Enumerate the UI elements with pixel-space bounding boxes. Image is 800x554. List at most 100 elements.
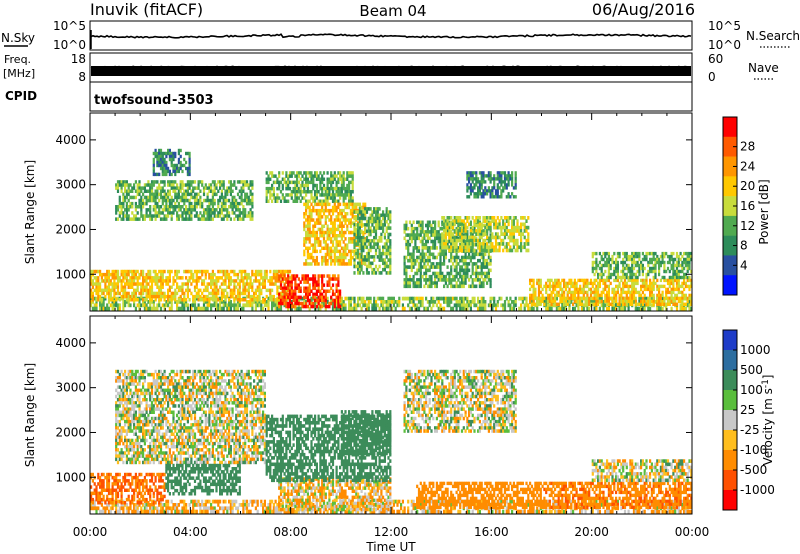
heatmap-cell — [165, 300, 168, 304]
heatmap-cell — [181, 186, 184, 190]
heatmap-cell — [432, 255, 435, 260]
heatmap-cell — [287, 186, 290, 191]
heatmap-cell — [185, 189, 188, 193]
heatmap-cell — [204, 285, 207, 289]
heatmap-cell — [647, 306, 650, 311]
heatmap-cell — [294, 277, 297, 281]
heatmap-cell — [489, 242, 492, 246]
heatmap-cell — [330, 186, 333, 191]
heatmap-cell — [335, 300, 338, 304]
heatmap-cell — [457, 303, 460, 308]
heatmap-cell — [512, 238, 515, 243]
heatmap-cell — [328, 227, 331, 232]
heatmap-cell — [333, 292, 336, 297]
heatmap-cell — [272, 186, 275, 191]
heatmap-cell — [358, 255, 361, 259]
heatmap-cell — [159, 306, 163, 311]
heatmap-cell — [414, 284, 417, 289]
heatmap-cell — [319, 212, 322, 216]
heatmap-cell — [229, 192, 232, 197]
heatmap-cell — [466, 236, 469, 241]
heatmap-cell — [623, 296, 627, 301]
heatmap-cell — [469, 274, 472, 279]
heatmap-cell — [292, 295, 295, 300]
heatmap-cell — [328, 202, 331, 207]
heatmap-cell — [143, 288, 146, 293]
heatmap-cell — [416, 258, 419, 263]
heatmap-cell — [161, 285, 164, 289]
heatmap-cell — [509, 177, 512, 181]
heatmap-cell — [505, 195, 508, 199]
heatmap-cell — [251, 201, 254, 206]
heatmap-cell — [202, 279, 206, 283]
heatmap-cell — [115, 186, 118, 190]
heatmap-cell — [514, 300, 517, 304]
heatmap-cell — [369, 216, 372, 221]
heatmap-cell — [226, 214, 229, 218]
heatmap-cell — [321, 277, 324, 281]
heatmap-cell — [548, 299, 551, 304]
heatmap-cell — [480, 248, 483, 253]
heatmap-cell — [238, 180, 241, 184]
heatmap-cell — [278, 301, 281, 306]
heatmap-cell — [324, 255, 327, 260]
heatmap-cell — [453, 229, 456, 233]
heatmap-cell — [188, 269, 191, 274]
heatmap-cell — [276, 180, 279, 185]
heatmap-cell — [527, 238, 530, 243]
heatmap-cell — [480, 284, 483, 289]
heatmap-cell — [301, 277, 304, 281]
heatmap-cell — [527, 303, 530, 308]
heatmap-cell — [333, 249, 336, 254]
heatmap-cell — [193, 186, 197, 190]
heatmap-cell — [414, 306, 417, 311]
heatmap-cell — [450, 268, 453, 273]
heatmap-cell — [253, 291, 256, 296]
heatmap-cell — [358, 271, 361, 275]
heatmap-cell — [185, 269, 188, 274]
heatmap-cell — [199, 189, 202, 193]
heatmap-cell — [554, 293, 557, 298]
heatmap-cell — [387, 245, 390, 250]
heatmap-cell — [532, 299, 535, 304]
heatmap-cell — [279, 306, 283, 311]
heatmap-cell — [552, 290, 555, 295]
heatmap-cell — [374, 229, 378, 234]
heatmap-cell — [220, 201, 223, 206]
heatmap-cell — [190, 214, 193, 218]
heatmap-cell — [124, 291, 127, 296]
heatmap-cell — [312, 205, 315, 210]
heatmap-cell — [138, 189, 141, 193]
heatmap-cell — [331, 174, 335, 178]
heatmap-cell — [124, 276, 127, 280]
heatmap-cell — [271, 303, 274, 308]
heatmap-cell — [195, 205, 198, 209]
heatmap-cell — [417, 236, 421, 241]
heatmap-cell — [113, 296, 116, 301]
heatmap-cell — [453, 235, 456, 240]
heatmap-cell — [297, 289, 300, 293]
heatmap-cell — [453, 219, 456, 223]
heatmap-cell — [116, 269, 120, 274]
heatmap-cell — [494, 177, 498, 181]
heatmap-cell — [165, 294, 168, 299]
heatmap-cell — [491, 177, 494, 181]
heatmap-cell — [428, 265, 431, 269]
heatmap-cell — [512, 222, 515, 227]
heatmap-cell — [344, 205, 347, 210]
heatmap-cell — [143, 285, 146, 289]
heatmap-cell — [183, 303, 186, 308]
heatmap-cell — [179, 180, 182, 184]
heatmap-cell — [134, 298, 137, 302]
heatmap-cell — [156, 172, 159, 177]
heatmap-cell — [428, 284, 431, 289]
heatmap-cell — [190, 303, 193, 308]
heatmap-cell — [333, 224, 336, 228]
heatmap-cell — [179, 195, 182, 200]
heatmap-cell — [290, 180, 293, 185]
heatmap-cell — [484, 303, 487, 308]
heatmap-cell — [308, 199, 311, 203]
heatmap-cell — [269, 291, 272, 296]
heatmap-cell — [265, 269, 268, 274]
heatmap-cell — [224, 298, 227, 302]
